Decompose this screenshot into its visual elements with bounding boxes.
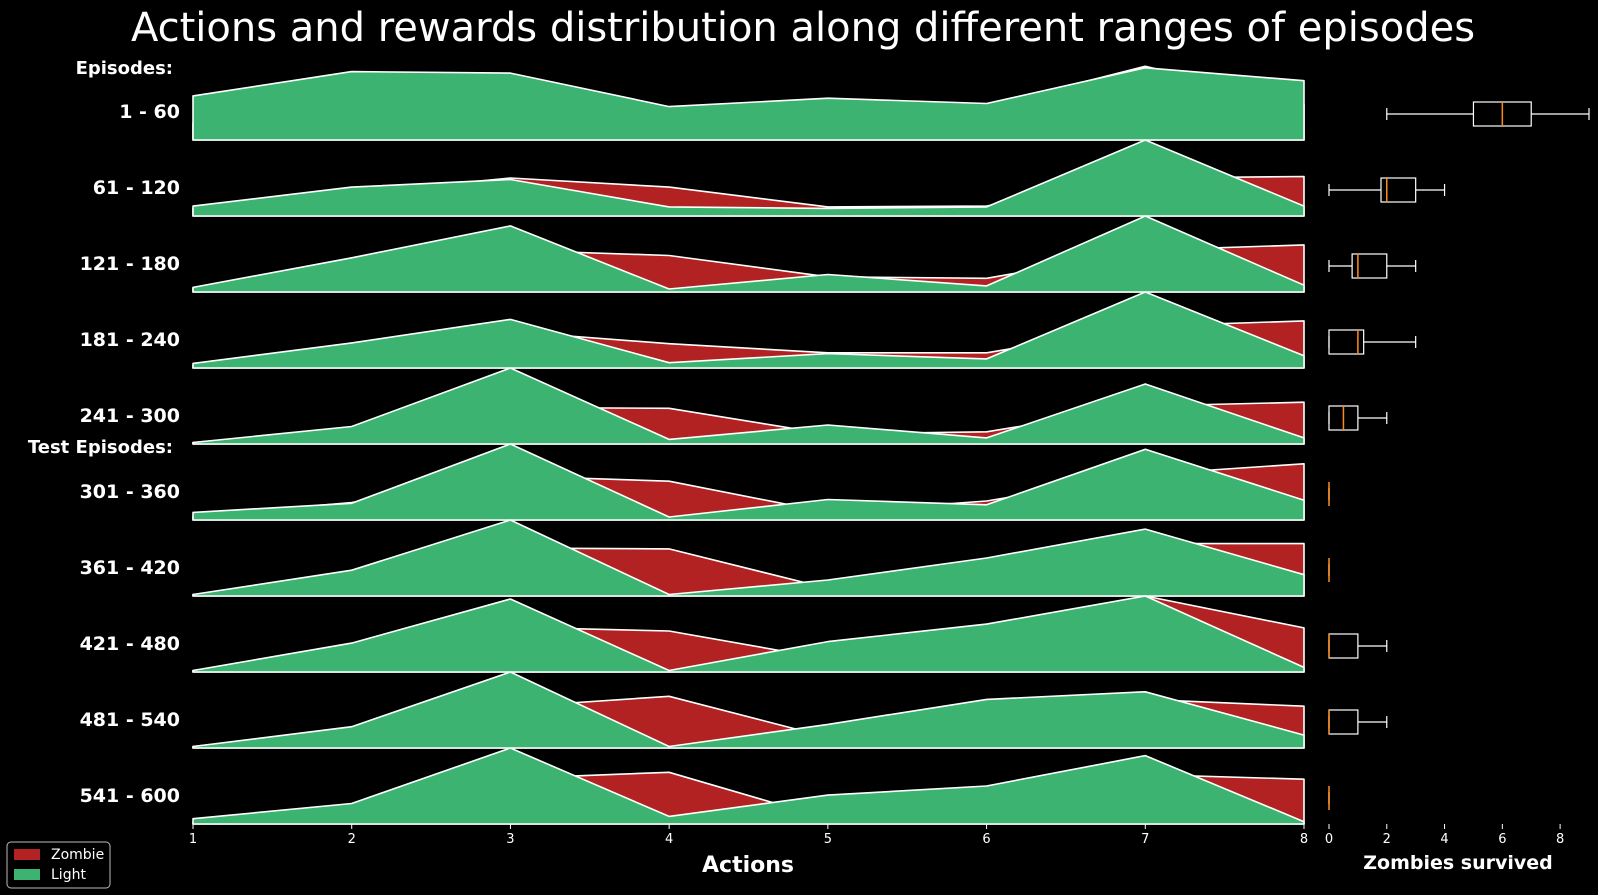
x-tick-label: 1	[189, 832, 197, 847]
box-x-tick-label: 6	[1498, 832, 1506, 847]
light-area	[192, 519, 1305, 597]
range-panel	[192, 595, 1305, 673]
legend-label-zombie: Zombie	[51, 847, 104, 863]
area-panels	[192, 65, 1305, 825]
x-tick-label: 4	[665, 832, 673, 847]
range-panel	[192, 519, 1305, 597]
range-label: 1 - 60	[119, 101, 180, 123]
legend-swatch-light	[14, 869, 40, 880]
light-area	[192, 671, 1305, 749]
boxplots	[1328, 101, 1590, 810]
group-label-train: Episodes:	[76, 58, 173, 79]
range-labels: 1 - 60 61 - 120 121 - 180 181 - 240 241 - 30…	[80, 101, 180, 807]
light-area	[192, 67, 1305, 141]
legend-label-light: Light	[51, 867, 86, 883]
legend: Zombie Light	[6, 841, 111, 889]
box-x-tick-label: 2	[1383, 832, 1391, 847]
boxplot	[1386, 101, 1590, 127]
range-label: 541 - 600	[80, 785, 180, 807]
x-tick-label: 5	[824, 832, 832, 847]
x-tick-label: 6	[982, 832, 990, 847]
light-area	[192, 443, 1305, 521]
box-x-tick-label: 0	[1325, 832, 1333, 847]
x-tick-label: 7	[1141, 832, 1149, 847]
light-area	[192, 139, 1305, 217]
boxplot-x-label: Zombies survived	[1363, 852, 1553, 874]
light-area	[192, 595, 1305, 673]
range-panel	[192, 139, 1305, 217]
light-area	[192, 215, 1305, 293]
x-tick-label: 2	[348, 832, 356, 847]
range-label: 481 - 540	[80, 709, 180, 731]
boxplot	[1328, 329, 1417, 355]
box-x-tick-label: 4	[1440, 832, 1448, 847]
range-label: 61 - 120	[93, 177, 180, 199]
range-label: 181 - 240	[80, 329, 180, 351]
range-panel	[192, 215, 1305, 293]
range-label: 421 - 480	[80, 633, 180, 655]
boxplot	[1328, 709, 1388, 735]
range-panel	[192, 443, 1305, 521]
range-label: 121 - 180	[80, 253, 180, 275]
box	[1351, 253, 1388, 279]
legend-swatch-zombie	[14, 849, 40, 860]
x-axis-zombies: 0 2 4 6 8	[1325, 824, 1564, 847]
group-label-test: Test Episodes:	[28, 437, 173, 458]
light-area	[192, 747, 1305, 825]
range-label: 361 - 420	[80, 557, 180, 579]
light-area	[192, 291, 1305, 369]
x-axis-label: Actions	[702, 853, 794, 878]
light-area	[192, 367, 1305, 445]
boxplot	[1328, 633, 1388, 659]
range-panel	[192, 291, 1305, 369]
boxplot	[1328, 177, 1446, 203]
box	[1380, 177, 1417, 203]
group-labels: Episodes: Test Episodes:	[28, 58, 173, 458]
x-tick-label: 8	[1300, 832, 1308, 847]
range-panel	[192, 367, 1305, 445]
box	[1328, 329, 1365, 355]
boxplot	[1328, 253, 1417, 279]
boxplot	[1328, 405, 1388, 431]
x-tick-label: 3	[506, 832, 514, 847]
chart-title: Actions and rewards distribution along d…	[131, 5, 1475, 51]
x-axis-actions: 1 2 3 4 5 6 7 8	[189, 824, 1308, 847]
range-panel	[192, 65, 1305, 141]
range-panel	[192, 671, 1305, 749]
range-label: 241 - 300	[80, 405, 180, 427]
box-x-tick-label: 8	[1556, 832, 1564, 847]
range-panel	[192, 747, 1305, 825]
range-label: 301 - 360	[80, 481, 180, 503]
